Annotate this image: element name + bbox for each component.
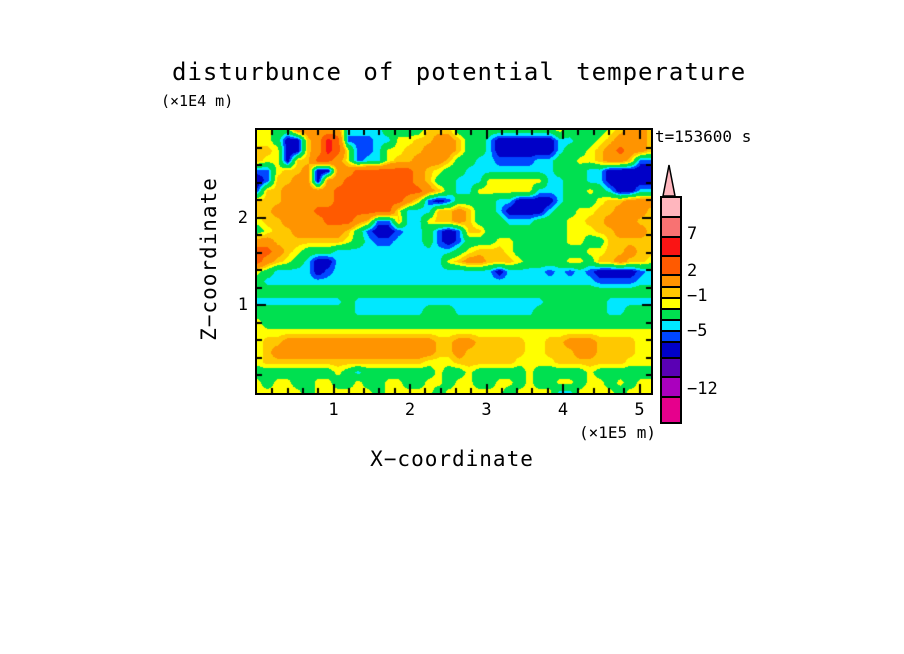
- heatmap-plot: [255, 128, 653, 395]
- colorbar-block: [662, 308, 680, 319]
- colorbar-block: [662, 255, 680, 274]
- x-tick-label: 2: [404, 400, 416, 420]
- heatmap-canvas: [257, 130, 651, 393]
- x-axis-unit-label: (×1E5 m): [578, 423, 656, 442]
- colorbar-block: [662, 341, 680, 357]
- colorbar-block: [662, 376, 680, 396]
- colorbar-block: [662, 357, 680, 376]
- colorbar-tick-label: −1: [687, 286, 708, 306]
- colorbar-arrow-icon: [662, 164, 676, 197]
- colorbar-block: [662, 274, 680, 286]
- colorbar-block: [662, 236, 680, 255]
- timestamp-label: t=153600 s: [655, 127, 752, 146]
- y-axis-label: Z−coordinate: [197, 177, 221, 341]
- x-tick-label: 1: [328, 400, 339, 420]
- x-axis-label: X−coordinate: [370, 447, 534, 471]
- colorbar-block: [662, 198, 680, 216]
- colorbar-block: [662, 396, 680, 422]
- x-tick-label: 4: [557, 400, 569, 420]
- y-tick-label: 2: [237, 207, 248, 228]
- colorbar-block: [662, 319, 680, 330]
- colorbar-tick-label: 7: [687, 224, 698, 244]
- colorbar-block: [662, 286, 680, 297]
- colorbar-block: [662, 297, 680, 308]
- colorbar-tick-label: −12: [687, 379, 718, 399]
- x-tick-label: 5: [634, 400, 645, 420]
- colorbar-block: [662, 216, 680, 236]
- colorbar-block: [662, 330, 680, 341]
- colorbar-tick-label: −5: [687, 321, 708, 341]
- y-axis-unit-label: (×1E4 m): [161, 92, 234, 110]
- page-title: disturbunce of potential temperature: [172, 58, 747, 86]
- colorbar-blocks: [660, 196, 682, 424]
- x-tick-label: 3: [481, 400, 492, 420]
- y-tick-label: 1: [237, 295, 248, 316]
- colorbar-tick-label: 2: [687, 261, 698, 281]
